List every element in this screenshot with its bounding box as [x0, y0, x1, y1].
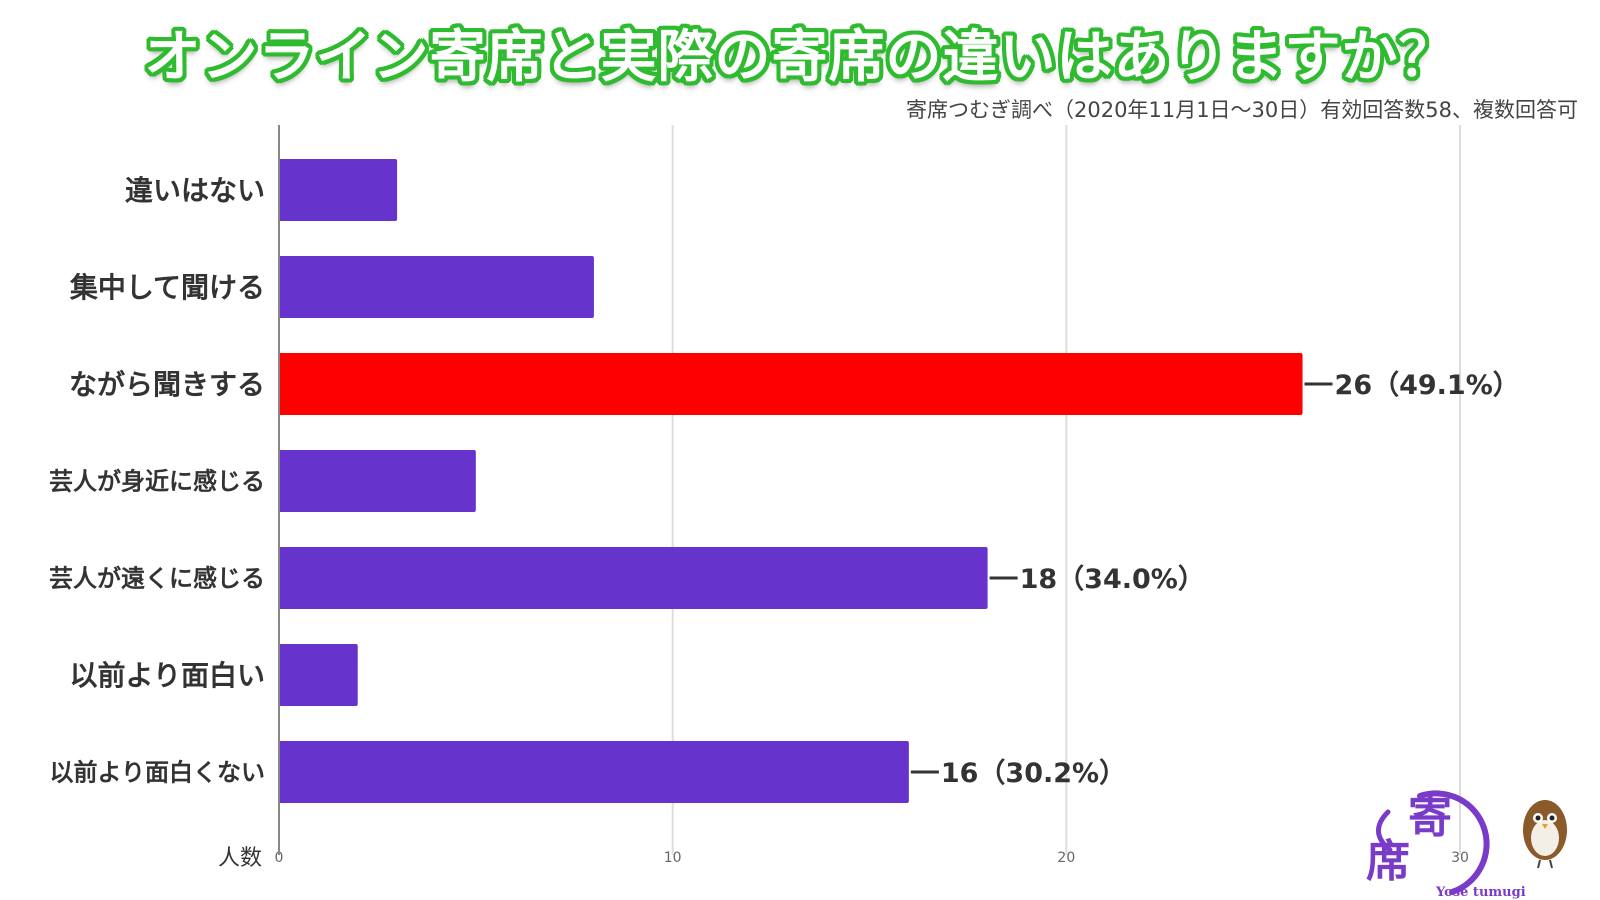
- logo-kanji-top: 寄: [1408, 792, 1452, 843]
- grid-lines: [671, 125, 1461, 855]
- data-labels: 26（49.1%） 18（34.0%） 16（30.2%）: [910, 370, 1520, 789]
- category-labels: 違いはない集中して聞けるながら聞きする芸人が身近に感じる芸人が遠くに感じる以前よ…: [49, 174, 265, 787]
- category-label: 芸人が遠くに感じる: [49, 565, 265, 593]
- x-tick-label: 30: [1451, 850, 1469, 866]
- bar-4: [279, 547, 988, 609]
- category-label: 集中して聞ける: [69, 271, 265, 304]
- x-tick-label: 0: [275, 850, 284, 866]
- bar-2: [279, 353, 1303, 415]
- sparrow-mascot-icon: [1523, 800, 1567, 869]
- category-label: 芸人が身近に感じる: [49, 468, 265, 496]
- bars: [279, 159, 1303, 803]
- category-label: ながら聞きする: [69, 368, 265, 401]
- yose-tumugi-logo: 寄 席 Yose tumugi: [1366, 790, 1567, 900]
- category-label: 以前より面白い: [70, 659, 265, 692]
- bar-5: [279, 644, 358, 706]
- bar-1: [279, 256, 594, 318]
- bar-3: [279, 450, 476, 512]
- logo-text: Yose tumugi: [1435, 885, 1526, 900]
- x-tick-label: 20: [1057, 850, 1075, 866]
- chart-subtitle: 寄席つむぎ調べ（2020年11月1日～30日）有効回答数58、複数回答可: [906, 98, 1578, 122]
- data-label: 26（49.1%）: [1335, 370, 1520, 401]
- x-tick-label: 10: [664, 850, 682, 866]
- data-label: 18（34.0%）: [1020, 564, 1205, 595]
- chart-title: オンライン寄席と実際の寄席の違いはありますか？: [144, 25, 1456, 90]
- logo-swoosh: [1417, 790, 1490, 895]
- bar-6: [279, 741, 909, 803]
- data-label: 16（30.2%）: [941, 758, 1126, 789]
- category-label: 以前より面白くない: [49, 759, 265, 787]
- x-axis-label: 人数: [218, 846, 262, 871]
- bar-0: [279, 159, 398, 221]
- x-tick-labels: 0 10 20 30: [275, 850, 1469, 866]
- logo-kanji-bottom: 席: [1366, 836, 1410, 887]
- logo-swoosh-inner: [1376, 809, 1393, 853]
- category-label: 違いはない: [125, 174, 265, 207]
